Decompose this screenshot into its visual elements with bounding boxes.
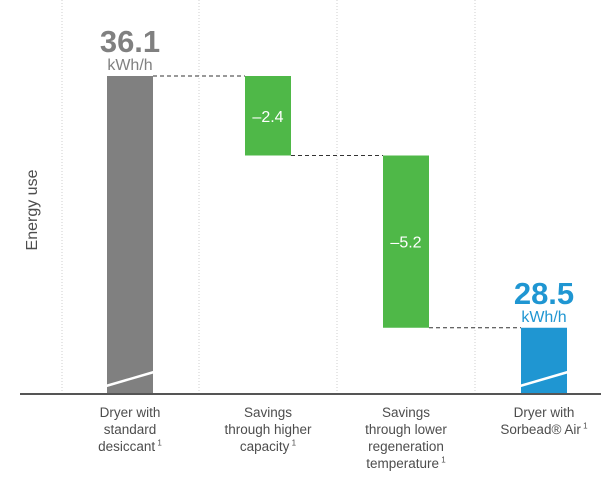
category-label-line: standard [103, 422, 157, 437]
category-label-line: regeneration [368, 439, 444, 454]
category-label: Savings through higher capacity 1 [200, 404, 336, 455]
delta-label: –2.4 [252, 109, 283, 126]
total-value-label: 28.5 [514, 276, 574, 311]
footnote-marker: 1 [289, 438, 297, 448]
footnote-marker: 1 [580, 421, 588, 431]
category-label-line: Savings [381, 405, 431, 420]
total-value-label: 36.1 [100, 24, 160, 59]
category-label-line: through higher [224, 422, 312, 437]
bar-2 [245, 76, 291, 156]
footnote-marker: 1 [155, 438, 162, 448]
connector-lines [153, 75, 521, 329]
axis-breaks [105, 370, 569, 388]
category-label-line: Sorbead® Air 1 [500, 421, 588, 437]
bar-3 [383, 155, 429, 328]
category-label-line: Dryer with [513, 405, 575, 420]
category-label-line: Dryer with [99, 405, 161, 420]
category-label-line: temperature 1 [366, 455, 446, 471]
category-label-line: through lower [365, 422, 447, 437]
total-unit-label: kWh/h [107, 57, 152, 74]
category-label-line: Savings [243, 405, 293, 420]
footnote-marker: 1 [439, 455, 446, 465]
category-label-line: desiccant 1 [98, 438, 162, 454]
category-label-line: capacity 1 [239, 438, 297, 454]
total-unit-label: kWh/h [521, 309, 566, 326]
category-label: Savings through lower regeneration temperat… [338, 404, 474, 472]
delta-label: –5.2 [390, 235, 421, 252]
axis-break-mark [105, 370, 155, 388]
category-label: Dryer with standard desiccant 1 [62, 404, 198, 455]
axis-break-mark [519, 370, 569, 388]
y-axis-label: Energy use [24, 169, 41, 250]
bar-1 [107, 76, 153, 394]
bars [107, 76, 567, 394]
category-label: Dryer with Sorbead® Air 1 [476, 404, 601, 438]
